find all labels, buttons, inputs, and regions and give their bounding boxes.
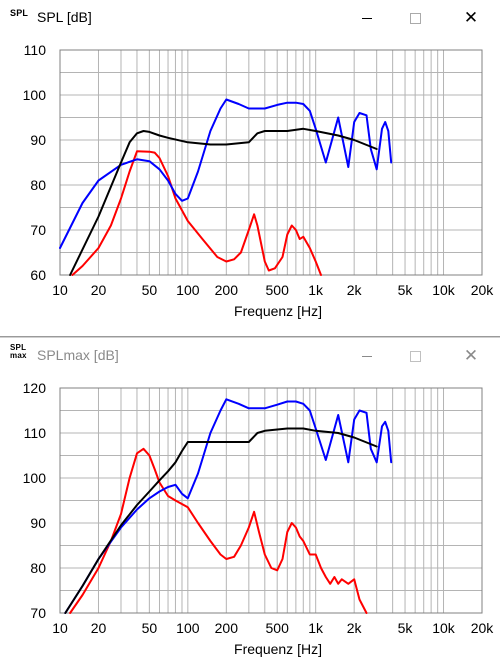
x-tick-label: 50 (142, 620, 158, 636)
close-button[interactable]: ✕ (456, 344, 486, 368)
y-tick-label: 110 (24, 42, 47, 58)
title-bar[interactable]: SPL SPL [dB] ✕ (0, 0, 500, 34)
series-line-2 (64, 427, 378, 614)
x-tick-label: 20 (91, 620, 107, 636)
plot-frame (59, 387, 483, 614)
x-tick-label: 10 (52, 282, 68, 298)
x-tick-label: 500 (266, 282, 290, 298)
x-tick-label: 1k (308, 282, 324, 298)
y-tick-label: 110 (24, 425, 47, 441)
maximize-icon (409, 12, 421, 24)
close-button[interactable]: ✕ (456, 6, 486, 30)
y-tick-label: 120 (23, 380, 47, 396)
maximize-button[interactable] (400, 344, 430, 368)
close-icon: ✕ (463, 345, 479, 366)
window-title: SPL [dB] (37, 9, 92, 25)
x-tick-label: 20 (91, 282, 107, 298)
spl-app-icon: SPL (10, 8, 29, 18)
x-tick-label: 2k (347, 282, 363, 298)
series-line-0 (69, 447, 368, 614)
minimize-button[interactable] (352, 6, 382, 30)
y-tick-label: 80 (30, 177, 46, 193)
maximize-icon (409, 350, 421, 362)
minimize-icon (362, 355, 372, 357)
x-tick-label: 200 (215, 282, 239, 298)
x-tick-label: 10k (432, 620, 456, 636)
x-tick-label: 10 (52, 620, 68, 636)
x-tick-label: 10k (432, 282, 456, 298)
x-tick-label: 5k (398, 620, 414, 636)
title-bar[interactable]: SPL max SPLmax [dB] ✕ (0, 338, 500, 372)
y-tick-label: 80 (30, 560, 46, 576)
x-tick-label: 200 (215, 620, 239, 636)
x-tick-label: 20k (471, 620, 495, 636)
splmax-chart: 70 80 90 100 110 120 10 20 50 100 200 500 1k 2k 5k 10k 2… (23, 380, 495, 657)
x-tick-label: 100 (176, 620, 200, 636)
series-line-0 (71, 150, 322, 276)
series-line-1 (59, 98, 393, 249)
series-line-2 (69, 127, 378, 276)
spl-window: SPL SPL [dB] ✕ 60 70 80 90 100 110 10 20 50 100 20… (0, 0, 500, 337)
splmax-app-icon: SPL max (10, 343, 27, 360)
series-line-1 (64, 398, 393, 614)
x-tick-label: 50 (142, 282, 158, 298)
close-icon: ✕ (463, 7, 479, 28)
x-axis-label: Frequenz [Hz] (234, 303, 322, 319)
x-tick-label: 20k (471, 282, 495, 298)
maximize-button[interactable] (400, 6, 430, 30)
x-tick-label: 2k (347, 620, 363, 636)
y-tick-label: 100 (23, 87, 47, 103)
y-tick-label: 60 (30, 267, 46, 283)
x-tick-label: 1k (308, 620, 324, 636)
y-tick-label: 90 (30, 515, 46, 531)
x-tick-label: 100 (176, 282, 200, 298)
spl-chart: 60 70 80 90 100 110 10 20 50 100 200 500 1k 2k 5k 10k 20… (23, 42, 495, 319)
x-axis-label: Frequenz [Hz] (234, 641, 322, 657)
x-tick-label: 5k (398, 282, 414, 298)
y-tick-label: 90 (30, 132, 46, 148)
y-tick-label: 70 (30, 605, 46, 621)
splmax-window: SPL max SPLmax [dB] ✕ 70 80 90 100 110 120 10 20… (0, 337, 500, 670)
y-tick-label: 100 (23, 470, 47, 486)
minimize-button[interactable] (352, 344, 382, 368)
y-tick-label: 70 (30, 222, 46, 238)
grid (60, 50, 482, 275)
window-title: SPLmax [dB] (37, 347, 119, 363)
minimize-icon (362, 17, 372, 19)
plot-frame (59, 49, 483, 276)
x-tick-label: 500 (266, 620, 290, 636)
